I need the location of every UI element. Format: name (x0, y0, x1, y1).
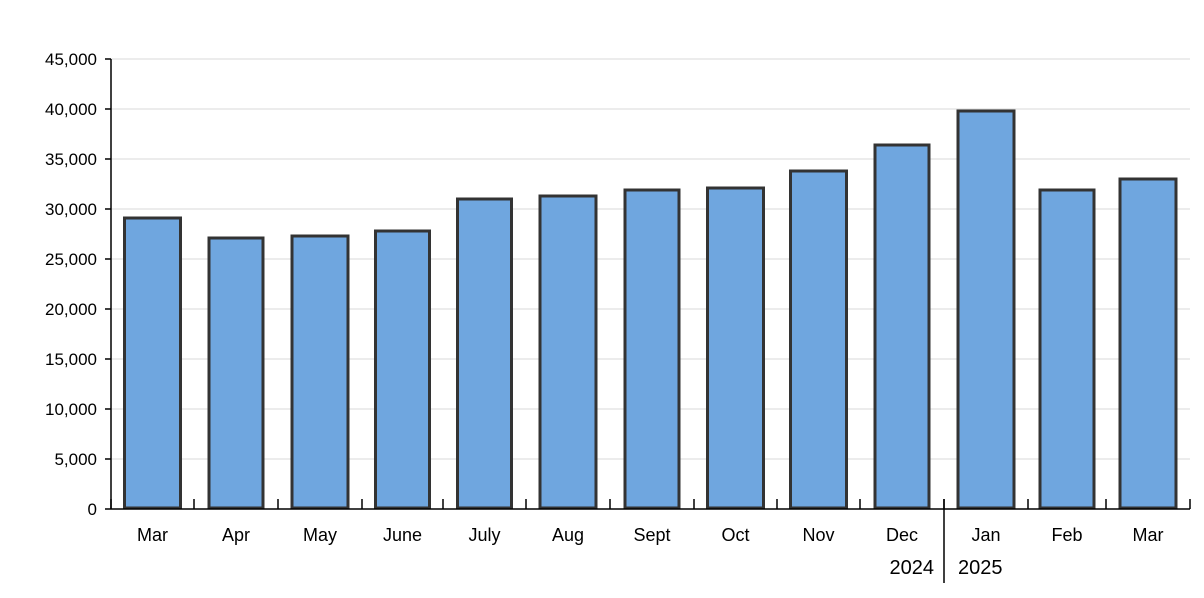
x-tick-label: Dec (886, 525, 918, 545)
year-labels: 2024 2025 (890, 557, 1003, 579)
x-axis-labels: Mar Apr May June July Aug Sept Oct Nov Dec Jan Feb M… (137, 525, 1164, 545)
bar-sept (623, 188, 681, 510)
bar-oct (706, 186, 765, 510)
x-tick-label: June (383, 525, 422, 545)
y-tick-label: 45,000 (45, 50, 97, 69)
x-tick-label: Jan (971, 525, 1000, 545)
bar-dec (873, 143, 931, 510)
y-tick-label: 35,000 (45, 150, 97, 169)
y-axis-labels: 0 5,000 10,000 15,000 20,000 25,000 30,000 35,0… (45, 50, 97, 519)
axes (105, 58, 1191, 583)
x-tick-label: May (303, 525, 337, 545)
bar-june (374, 229, 431, 510)
bar-mar (1118, 177, 1178, 510)
bar-aug (538, 194, 598, 510)
y-tick-label: 30,000 (45, 200, 97, 219)
year-label-2024: 2024 (890, 557, 935, 579)
y-tick-label: 20,000 (45, 300, 97, 319)
bar-may (290, 234, 350, 510)
x-tick-label: Apr (222, 525, 250, 545)
x-tick-label: Sept (633, 525, 670, 545)
bar-mar (123, 216, 182, 510)
x-tick-label: Mar (137, 525, 168, 545)
bar-nov (789, 169, 848, 510)
y-tick-label: 10,000 (45, 400, 97, 419)
bars (123, 109, 1178, 510)
x-tick-label: July (468, 525, 500, 545)
x-tick-label: Mar (1133, 525, 1164, 545)
year-label-2025: 2025 (958, 557, 1003, 579)
x-tick-label: Aug (552, 525, 584, 545)
x-tick-label: Feb (1051, 525, 1082, 545)
x-tick-label: Nov (802, 525, 834, 545)
y-tick-label: 40,000 (45, 100, 97, 119)
bar-jan (956, 109, 1016, 510)
bar-feb (1038, 188, 1096, 510)
bar-apr (207, 236, 265, 510)
y-tick-label: 5,000 (54, 450, 97, 469)
y-tick-label: 15,000 (45, 350, 97, 369)
y-tick-label: 0 (88, 500, 97, 519)
bar-july (456, 197, 513, 510)
y-tick-label: 25,000 (45, 250, 97, 269)
x-tick-label: Oct (721, 525, 749, 545)
